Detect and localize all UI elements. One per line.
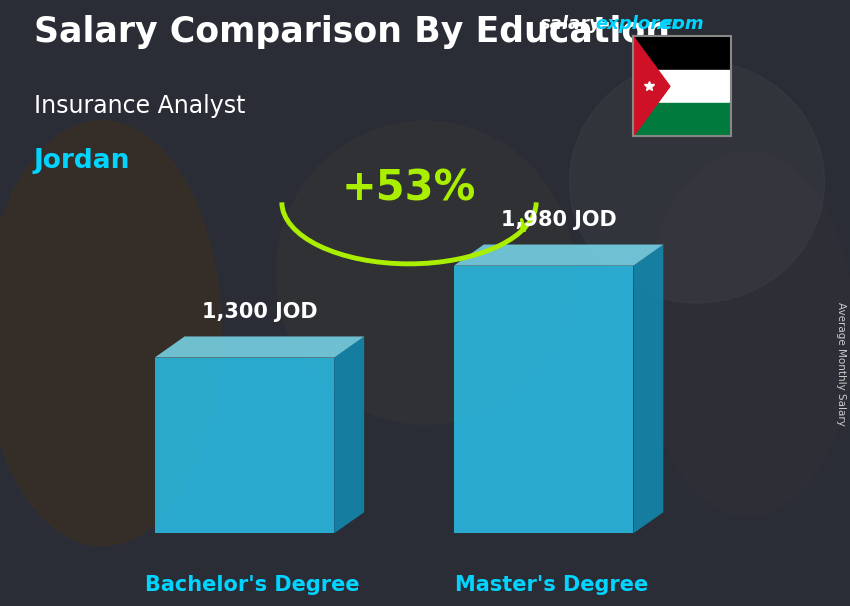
Ellipse shape (276, 121, 574, 424)
Text: 1,980 JOD: 1,980 JOD (501, 210, 616, 230)
Text: salary: salary (540, 15, 602, 33)
Polygon shape (155, 336, 364, 358)
Text: +53%: +53% (342, 167, 476, 209)
Text: Insurance Analyst: Insurance Analyst (34, 94, 246, 118)
Bar (633, 70, 731, 103)
Text: 1,300 JOD: 1,300 JOD (201, 302, 317, 322)
Polygon shape (454, 245, 663, 265)
Text: Average Monthly Salary: Average Monthly Salary (836, 302, 846, 425)
Text: Master's Degree: Master's Degree (455, 576, 648, 596)
Ellipse shape (570, 61, 824, 303)
Polygon shape (155, 358, 334, 533)
Text: Bachelor's Degree: Bachelor's Degree (144, 576, 360, 596)
Bar (633, 103, 731, 136)
Polygon shape (633, 245, 663, 533)
Ellipse shape (642, 152, 850, 515)
Ellipse shape (0, 121, 221, 545)
Text: .com: .com (655, 15, 704, 33)
Text: Jordan: Jordan (34, 148, 130, 175)
Polygon shape (454, 265, 633, 533)
Polygon shape (334, 336, 364, 533)
Text: Salary Comparison By Education: Salary Comparison By Education (34, 15, 670, 49)
Bar (633, 36, 731, 70)
Polygon shape (633, 36, 670, 136)
Text: explorer: explorer (595, 15, 680, 33)
